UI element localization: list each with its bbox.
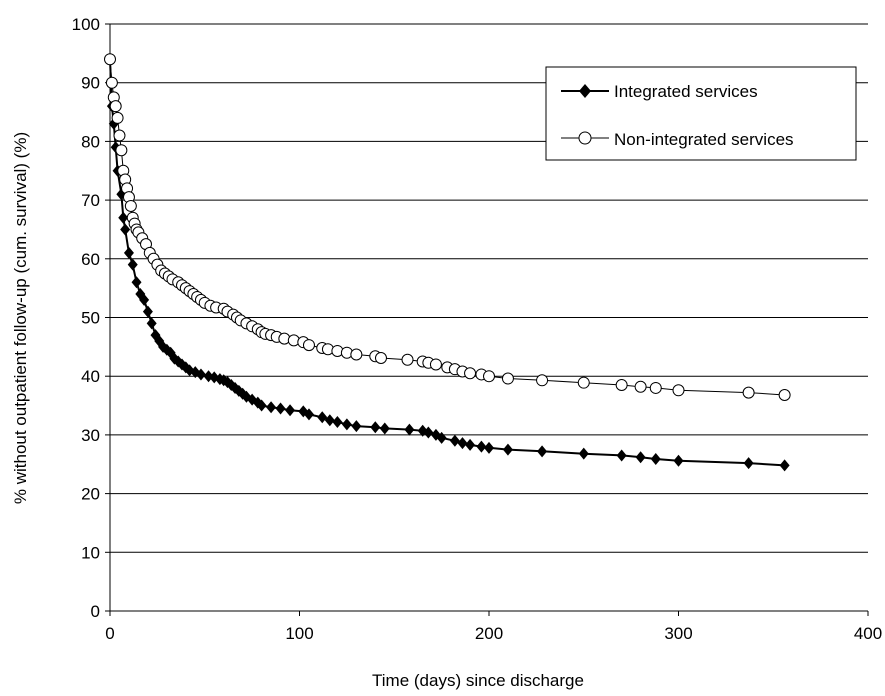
data-point-diamond (476, 440, 487, 453)
data-point-circle (374, 352, 387, 365)
data-point-diamond (635, 451, 646, 464)
data-point-diamond (616, 449, 627, 462)
data-point-circle (104, 53, 116, 66)
y-axis-label: % without outpatient follow-up (cum. sur… (11, 132, 30, 504)
data-point-diamond (457, 437, 468, 450)
y-tick-label: 50 (81, 309, 100, 328)
y-tick-label: 20 (81, 485, 100, 504)
data-point-diamond (118, 211, 129, 224)
y-tick-labels: 0 10 20 30 40 50 60 70 80 90 100 (72, 15, 100, 621)
y-tick-label: 10 (81, 543, 100, 562)
data-point-circle (350, 348, 363, 361)
data-point-diamond (379, 422, 390, 435)
data-point-circle (672, 384, 685, 397)
data-point-diamond (131, 276, 142, 289)
data-point-circle (113, 129, 126, 142)
data-point-diamond (146, 317, 157, 330)
data-point-circle (124, 199, 137, 212)
data-point-diamond (324, 414, 335, 427)
y-tick-label: 60 (81, 250, 100, 269)
legend-item-non-integrated: Non-integrated services (561, 130, 794, 149)
data-point-diamond (578, 447, 589, 460)
data-point-diamond (436, 431, 447, 444)
y-tick-label: 90 (81, 74, 100, 93)
legend-label-non-integrated: Non-integrated services (614, 130, 794, 149)
data-point-diamond (127, 258, 138, 271)
data-point-circle (483, 370, 495, 383)
data-point-diamond (423, 426, 434, 439)
y-tick-label: 30 (81, 426, 100, 445)
data-point-diamond (332, 415, 343, 428)
data-point-circle (105, 76, 118, 89)
data-point-diamond (370, 421, 381, 434)
data-point-diamond (743, 457, 754, 470)
data-point-diamond (266, 401, 277, 414)
legend: Integrated services Non-integrated servi… (545, 66, 857, 161)
data-point-diamond (351, 420, 362, 433)
series-non-integrated (104, 53, 791, 401)
data-point-circle (501, 372, 514, 385)
x-tick-labels: 0 100 200 300 400 (105, 624, 882, 643)
gridlines (110, 23, 868, 553)
data-point-circle (302, 339, 315, 352)
data-point-circle (429, 358, 442, 371)
x-tick-label: 400 (854, 624, 882, 643)
x-tick-label: 0 (105, 624, 114, 643)
data-point-diamond (317, 411, 328, 424)
data-point-diamond (502, 443, 513, 456)
legend-marker-open-circle (578, 131, 592, 145)
data-point-diamond (484, 441, 494, 454)
legend-marker-filled-diamond (579, 84, 591, 98)
legend-item-integrated: Integrated services (561, 82, 758, 101)
data-point-circle (464, 367, 477, 380)
data-point-circle (615, 379, 628, 392)
y-tick-label: 40 (81, 367, 100, 386)
x-axis-label: Time (days) since discharge (372, 671, 584, 690)
x-tick-label: 300 (664, 624, 692, 643)
legend-label-integrated: Integrated services (614, 82, 758, 101)
data-point-circle (649, 381, 662, 394)
data-point-circle (109, 100, 122, 113)
data-point-diamond (537, 445, 548, 458)
data-point-circle (536, 374, 549, 387)
y-tick-label: 0 (91, 602, 100, 621)
y-tick-label: 100 (72, 15, 100, 34)
data-point-circle (742, 386, 755, 399)
data-point-diamond (779, 459, 790, 472)
data-point-diamond (650, 452, 661, 465)
data-point-diamond (123, 246, 134, 259)
data-point-diamond (256, 399, 267, 412)
data-point-circle (577, 376, 590, 389)
series (104, 53, 791, 472)
data-point-circle (778, 388, 791, 401)
legend-box (545, 66, 857, 161)
data-point-diamond (195, 368, 206, 381)
y-tick-label: 80 (81, 132, 100, 151)
data-point-circle (401, 353, 414, 366)
data-point-diamond (404, 423, 415, 436)
data-point-diamond (139, 293, 150, 306)
data-point-diamond (341, 418, 352, 431)
data-point-diamond (673, 454, 684, 467)
y-tick-label: 70 (81, 191, 100, 210)
x-tick-label: 100 (285, 624, 313, 643)
data-point-diamond (303, 408, 314, 421)
data-point-diamond (285, 404, 296, 417)
data-point-circle (115, 144, 128, 157)
data-point-circle (634, 380, 647, 393)
axes (105, 23, 869, 616)
data-point-diamond (449, 434, 460, 447)
data-point-diamond (275, 402, 286, 415)
data-point-diamond (120, 223, 131, 236)
data-point-diamond (142, 305, 153, 318)
data-point-diamond (465, 438, 476, 451)
x-tick-label: 200 (475, 624, 503, 643)
data-point-circle (111, 111, 124, 124)
